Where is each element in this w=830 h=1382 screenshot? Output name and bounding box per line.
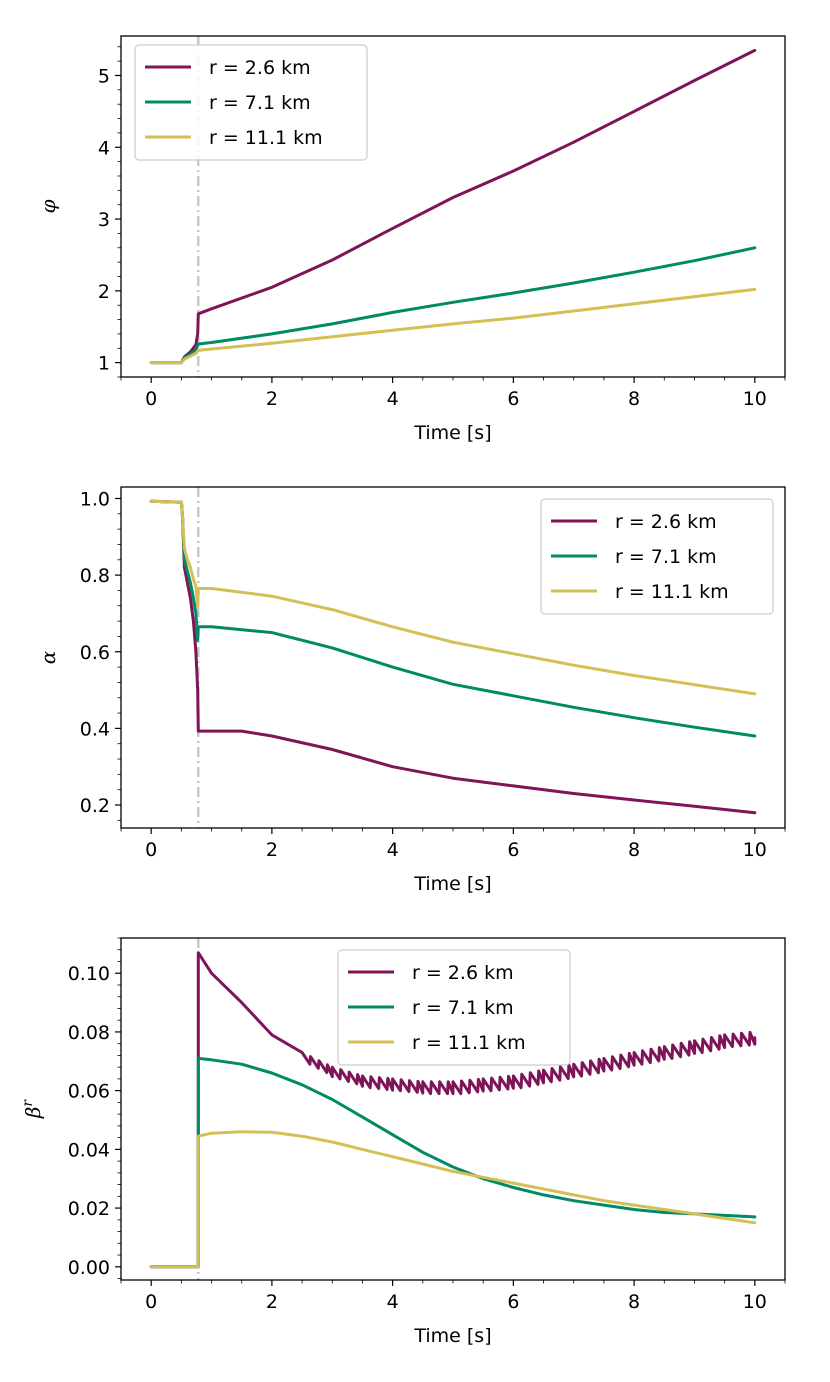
x-tick-label: 8 bbox=[628, 388, 640, 410]
x-tick-label: 10 bbox=[743, 839, 767, 861]
y-tick-label: 0.00 bbox=[68, 1257, 110, 1279]
y-tick-label: 5 bbox=[98, 65, 110, 87]
y-tick-label: 0.04 bbox=[68, 1139, 110, 1161]
x-tick-label: 8 bbox=[628, 839, 640, 861]
y-tick-label: 0.6 bbox=[80, 642, 110, 664]
legend-entry-label: r = 7.1 km bbox=[209, 92, 311, 114]
y-tick-label: 0.08 bbox=[68, 1022, 110, 1044]
x-tick-label: 0 bbox=[145, 1291, 157, 1313]
series-line-3 bbox=[149, 499, 757, 696]
y-axis-label: βr bbox=[20, 1099, 45, 1120]
x-axis-label: Time [s] bbox=[413, 422, 491, 444]
legend: r = 2.6 km r = 7.1 km r = 11.1 km bbox=[337, 949, 571, 1066]
series-line-2 bbox=[149, 1056, 757, 1269]
x-tick-label: 10 bbox=[743, 388, 767, 410]
x-tick-label: 6 bbox=[507, 388, 519, 410]
y-tick-label: 0.8 bbox=[80, 565, 110, 587]
y-tick-label: 0.10 bbox=[68, 963, 110, 985]
y-tick-label: 0.2 bbox=[80, 795, 110, 817]
plot-area bbox=[149, 48, 757, 365]
plot-area bbox=[149, 499, 757, 815]
legend-box bbox=[337, 949, 571, 1066]
legend-box bbox=[134, 44, 368, 161]
legend-entry-label: r = 2.6 km bbox=[412, 962, 514, 984]
x-tick-label: 0 bbox=[145, 388, 157, 410]
legend: r = 2.6 km r = 7.1 km r = 11.1 km bbox=[540, 498, 774, 615]
series-line-2 bbox=[149, 246, 757, 365]
x-tick-label: 4 bbox=[387, 1291, 399, 1313]
legend-entry-label: r = 11.1 km bbox=[615, 581, 729, 603]
series-line-3 bbox=[149, 1130, 757, 1269]
y-tick-label: 1.0 bbox=[80, 488, 110, 510]
y-tick-label: 0.4 bbox=[80, 718, 110, 740]
y-tick-label: 3 bbox=[98, 209, 110, 231]
series-line-2 bbox=[149, 499, 757, 738]
legend-box bbox=[540, 498, 774, 615]
legend-entry-label: r = 11.1 km bbox=[209, 127, 323, 149]
legend-entry-label: r = 2.6 km bbox=[209, 57, 311, 79]
chart-alpha: 0 2 4 6 8 10 0.2 0.4 0.6 0.8 1.0 Time [s] α r = 2.6 k… bbox=[36, 486, 786, 895]
x-tick-label: 10 bbox=[743, 1291, 767, 1313]
legend-entry-label: r = 11.1 km bbox=[412, 1032, 526, 1054]
series-line-1 bbox=[149, 499, 757, 815]
y-tick-label: 0.02 bbox=[68, 1198, 110, 1220]
plot-area bbox=[149, 951, 757, 1269]
x-tick-label: 4 bbox=[387, 839, 399, 861]
x-axis-label: Time [s] bbox=[413, 873, 491, 895]
legend-entry-label: r = 7.1 km bbox=[615, 546, 717, 568]
legend-entry-label: r = 7.1 km bbox=[412, 997, 514, 1019]
x-axis-label: Time [s] bbox=[413, 1325, 491, 1347]
y-tick-label: 2 bbox=[98, 281, 110, 303]
x-tick-label: 2 bbox=[266, 839, 278, 861]
y-axis-label: φ bbox=[36, 199, 60, 213]
x-tick-label: 6 bbox=[507, 1291, 519, 1313]
x-tick-label: 0 bbox=[145, 839, 157, 861]
chart-beta: 0 2 4 6 8 10 0.00 0.02 0.04 0.06 0.08 0.10 Time [s] β… bbox=[20, 937, 786, 1347]
x-tick-label: 6 bbox=[507, 839, 519, 861]
y-tick-label: 4 bbox=[98, 137, 110, 159]
x-tick-label: 4 bbox=[387, 388, 399, 410]
legend: r = 2.6 km r = 7.1 km r = 11.1 km bbox=[134, 44, 368, 161]
y-tick-label: 1 bbox=[98, 353, 110, 375]
x-tick-label: 2 bbox=[266, 1291, 278, 1313]
y-tick-label: 0.06 bbox=[68, 1081, 110, 1103]
legend-entry-label: r = 2.6 km bbox=[615, 511, 717, 533]
series-line-1 bbox=[149, 951, 757, 1269]
x-tick-label: 2 bbox=[266, 388, 278, 410]
series-line-3 bbox=[149, 287, 757, 365]
y-axis-label: α bbox=[36, 650, 60, 664]
x-tick-label: 8 bbox=[628, 1291, 640, 1313]
